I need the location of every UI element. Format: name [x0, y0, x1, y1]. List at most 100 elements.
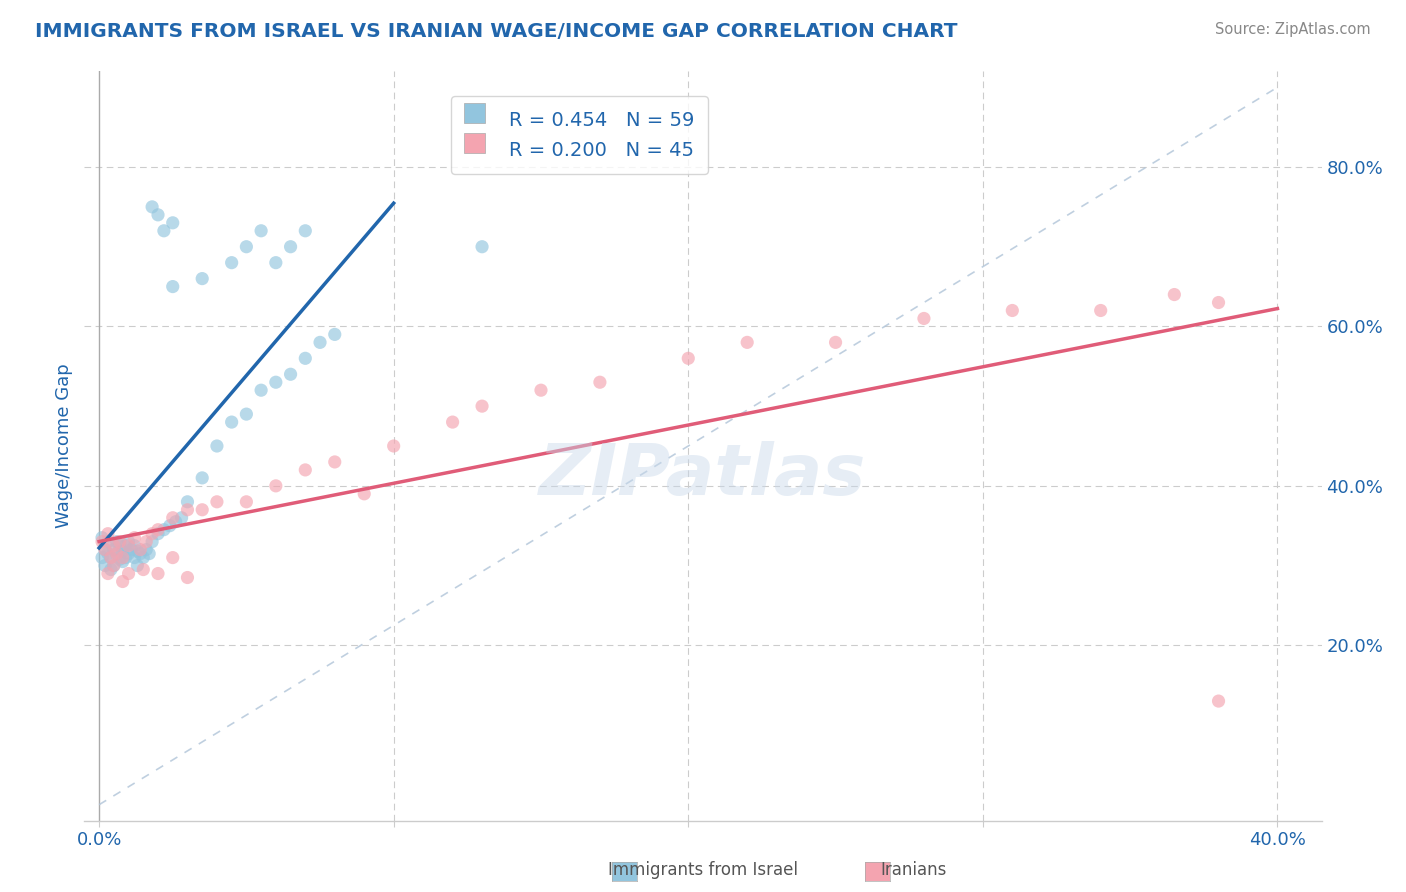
Point [250, 224, 273, 238]
Point [235, 495, 257, 509]
Point [382, 439, 405, 453]
Point [146, 523, 169, 537]
Point [191, 471, 214, 485]
Point [471, 240, 494, 254]
Point [108, 552, 131, 566]
Point [117, 566, 139, 581]
Point [221, 255, 243, 269]
Point [108, 534, 131, 549]
Point [146, 208, 169, 222]
Point [97, 526, 120, 541]
Point [176, 502, 198, 516]
Point [471, 399, 494, 413]
Point [323, 455, 346, 469]
Y-axis label: Wage/Income Gap: Wage/Income Gap [55, 364, 73, 528]
Point [264, 479, 287, 493]
Point [103, 558, 125, 573]
Point [100, 550, 122, 565]
Point [97, 547, 120, 561]
Point [264, 376, 287, 390]
Point [111, 555, 134, 569]
Point [205, 439, 228, 453]
Point [153, 523, 176, 537]
Point [530, 383, 553, 397]
Point [103, 558, 125, 573]
Point [141, 200, 163, 214]
Text: Immigrants from Israel: Immigrants from Israel [607, 861, 799, 879]
Point [105, 547, 128, 561]
Point [309, 335, 332, 350]
Point [129, 542, 152, 557]
Point [127, 544, 149, 558]
Point [294, 351, 316, 366]
Point [135, 534, 157, 549]
Point [114, 550, 136, 565]
Point [111, 544, 134, 558]
Text: Iranians: Iranians [880, 861, 948, 879]
Point [589, 376, 612, 390]
Point [235, 240, 257, 254]
Legend: R = 0.454   N = 59, R = 0.200   N = 45: R = 0.454 N = 59, R = 0.200 N = 45 [450, 96, 709, 174]
Point [146, 566, 169, 581]
Point [132, 550, 155, 565]
Point [105, 534, 128, 549]
Point [111, 574, 134, 589]
Point [111, 550, 134, 565]
Point [108, 539, 131, 553]
Point [280, 240, 302, 254]
Point [103, 542, 125, 557]
Point [165, 515, 187, 529]
Point [441, 415, 464, 429]
Point [138, 547, 160, 561]
Point [91, 531, 114, 545]
Point [735, 335, 758, 350]
Point [1163, 287, 1185, 301]
Point [170, 510, 193, 524]
Point [323, 327, 346, 342]
Point [100, 563, 122, 577]
Point [1208, 694, 1230, 708]
Point [162, 279, 184, 293]
Point [191, 502, 214, 516]
Point [264, 255, 287, 269]
Point [141, 534, 163, 549]
Point [678, 351, 700, 366]
Point [103, 539, 125, 553]
Point [205, 495, 228, 509]
Point [1208, 295, 1230, 310]
Point [1001, 303, 1024, 318]
Point [141, 526, 163, 541]
Point [135, 542, 157, 557]
Point [91, 534, 114, 549]
Point [117, 539, 139, 553]
Point [132, 563, 155, 577]
Point [127, 558, 149, 573]
Point [159, 518, 181, 533]
Point [191, 271, 214, 285]
Text: ZIPatlas: ZIPatlas [540, 442, 866, 510]
Point [162, 550, 184, 565]
Point [100, 550, 122, 565]
Point [280, 368, 302, 382]
Point [121, 542, 143, 557]
Point [124, 539, 146, 553]
Point [124, 531, 146, 545]
Text: Source: ZipAtlas.com: Source: ZipAtlas.com [1215, 22, 1371, 37]
Point [97, 534, 120, 549]
Point [117, 534, 139, 549]
Point [94, 542, 117, 557]
Point [129, 547, 152, 561]
Point [146, 526, 169, 541]
Point [117, 547, 139, 561]
Point [824, 335, 846, 350]
Point [91, 550, 114, 565]
Point [94, 558, 117, 573]
Point [235, 407, 257, 421]
Point [1090, 303, 1112, 318]
Point [105, 547, 128, 561]
Text: IMMIGRANTS FROM ISRAEL VS IRANIAN WAGE/INCOME GAP CORRELATION CHART: IMMIGRANTS FROM ISRAEL VS IRANIAN WAGE/I… [35, 22, 957, 41]
Point [353, 487, 375, 501]
Point [912, 311, 935, 326]
Point [294, 463, 316, 477]
Point [294, 224, 316, 238]
